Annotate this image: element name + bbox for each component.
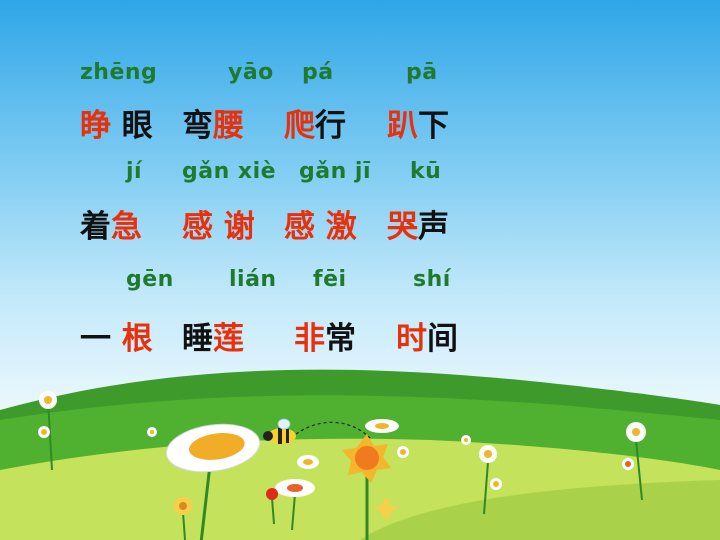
bee-icon xyxy=(263,418,371,444)
word-yi-gen: 一 根 xyxy=(80,313,153,358)
char-shi: 时 xyxy=(396,321,427,357)
daisy-icon xyxy=(626,422,646,501)
pinyin-ji-urgent: jí xyxy=(126,159,143,184)
char-ku: 哭 xyxy=(387,209,418,245)
char-jian: 间 xyxy=(427,321,458,357)
small-flower-icon xyxy=(174,497,192,540)
word-pa-xia: 趴下 xyxy=(387,100,449,145)
pinyin-pa-lie: pā xyxy=(406,60,438,85)
big-flower-icon xyxy=(165,423,261,540)
daisy-icon xyxy=(38,426,50,438)
char-ji-excite: 激 xyxy=(325,209,357,245)
red-bud-icon xyxy=(266,488,278,525)
daisy-icon xyxy=(373,496,399,522)
pinyin-ku: kū xyxy=(410,159,442,184)
daisy-icon xyxy=(479,445,497,515)
word-ku-sheng: 哭声 xyxy=(387,201,449,246)
pinyin-fei: fēi xyxy=(313,267,347,292)
word-gan-xie: 感 谢 xyxy=(182,201,255,246)
pinyin-lian: lián xyxy=(229,267,277,292)
word-zheng-yan: 睁 眼 xyxy=(80,100,153,145)
char-chang: 常 xyxy=(325,321,356,357)
daisy-icon xyxy=(365,419,399,433)
word-shi-jian: 时间 xyxy=(396,313,458,358)
char-yan: 眼 xyxy=(121,108,153,144)
word-fei-chang: 非常 xyxy=(294,313,356,358)
pinyin-yao: yāo xyxy=(228,60,274,85)
orange-flower-icon xyxy=(342,434,391,540)
char-shui: 睡 xyxy=(182,321,213,357)
char-pa-lie: 趴 xyxy=(387,108,418,144)
daisy-icon xyxy=(461,435,471,445)
small-flower-icon xyxy=(275,479,315,531)
daisy-icon xyxy=(147,427,157,437)
char-ji-urgent: 急 xyxy=(111,209,142,245)
pinyin-gen: gēn xyxy=(126,267,174,292)
char-sheng: 声 xyxy=(418,209,449,245)
char-xing: 行 xyxy=(315,108,346,144)
char-zhao: 着 xyxy=(80,209,111,245)
char-fei: 非 xyxy=(294,321,325,357)
char-yao: 腰 xyxy=(213,108,244,144)
daisy-icon xyxy=(39,391,57,471)
word-wan-yao: 弯腰 xyxy=(182,100,244,145)
small-flower-icon xyxy=(297,455,319,469)
char-yi: 一 xyxy=(80,321,111,357)
char-lian: 莲 xyxy=(213,321,244,357)
char-wan: 弯 xyxy=(182,108,213,144)
char-pa-climb: 爬 xyxy=(284,108,315,144)
pinyin-zheng: zhēng xyxy=(80,60,158,85)
daisy-icon xyxy=(490,478,502,490)
pinyin-pa-climb: pá xyxy=(302,60,334,85)
char-gan-2: 感 xyxy=(284,209,315,245)
char-gen: 根 xyxy=(121,321,153,357)
pinyin-gan-xie: gǎn xiè xyxy=(182,159,277,184)
char-xie: 谢 xyxy=(223,209,255,245)
meadow-shade xyxy=(360,480,720,540)
char-gan-1: 感 xyxy=(182,209,213,245)
char-xia: 下 xyxy=(418,108,449,144)
word-zhao-ji: 着急 xyxy=(80,201,142,246)
daisy-icon xyxy=(397,446,409,458)
word-shui-lian: 睡莲 xyxy=(182,313,244,358)
pinyin-gan-ji: gǎn jī xyxy=(299,159,371,184)
pinyin-shi: shí xyxy=(413,267,451,292)
word-gan-ji: 感 激 xyxy=(284,201,357,246)
char-zheng: 睁 xyxy=(80,108,111,144)
word-pa-xing: 爬行 xyxy=(284,100,346,145)
daisy-icon xyxy=(622,458,634,470)
